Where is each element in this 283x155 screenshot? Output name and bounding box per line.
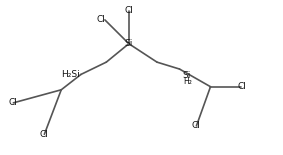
Text: Cl: Cl (237, 82, 246, 91)
Text: Cl: Cl (125, 6, 133, 15)
Text: Cl: Cl (96, 15, 105, 24)
Text: Si: Si (182, 71, 191, 80)
Text: Cl: Cl (192, 121, 201, 130)
Text: H₂Si: H₂Si (61, 70, 80, 79)
Text: Cl: Cl (40, 130, 49, 139)
Text: Cl: Cl (9, 98, 18, 107)
Text: Si: Si (125, 39, 133, 48)
Text: H₂: H₂ (183, 78, 192, 86)
